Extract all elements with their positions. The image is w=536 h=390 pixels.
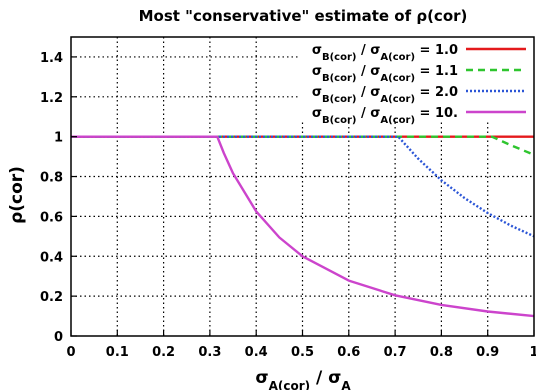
legend-label: σB(cor) / σA(cor) = 1.1	[312, 64, 458, 84]
x-tick-label: 1	[529, 345, 536, 360]
legend-label: σB(cor) / σA(cor) = 10.	[312, 106, 458, 126]
series-layer	[71, 135, 535, 318]
y-tick-label: 1.2	[40, 91, 63, 106]
y-tick-label: 0	[54, 330, 63, 345]
ticks: 0 0.1 0.2 0.3 0.4 0.5 0.6 0.7 0.8 0.9 1 0 0.2 0.4 0.6 0…	[40, 51, 536, 360]
x-tick-label: 0.7	[384, 345, 407, 360]
legend: σB(cor) / σA(cor) = 1.0σB(cor) / σA(cor)…	[312, 43, 526, 126]
series-line	[71, 135, 535, 156]
x-tick-label: 0.2	[152, 345, 175, 360]
chart-title: Most "conservative" estimate of ρ(cor)	[139, 7, 468, 25]
x-tick-label: 0	[66, 345, 75, 360]
y-axis-label: ρ(cor)	[7, 166, 27, 224]
series-line	[71, 135, 535, 318]
y-tick-label: 0.4	[40, 250, 63, 265]
y-tick-label: 1.4	[40, 51, 63, 66]
legend-label: σB(cor) / σA(cor) = 2.0	[312, 85, 458, 105]
x-axis-label: σA(cor) / σA	[255, 368, 351, 390]
x-tick-label: 0.9	[476, 345, 499, 360]
x-tick-label: 0.4	[245, 345, 268, 360]
x-tick-label: 0.5	[291, 345, 314, 360]
y-tick-label: 0.2	[40, 290, 63, 305]
y-tick-label: 1	[54, 131, 63, 146]
x-tick-label: 0.6	[337, 345, 360, 360]
series-line	[71, 135, 535, 238]
x-tick-label: 0.3	[198, 345, 221, 360]
y-tick-label: 0.8	[40, 171, 63, 186]
legend-label: σB(cor) / σA(cor) = 1.0	[312, 43, 458, 63]
x-tick-label: 0.1	[106, 345, 129, 360]
y-tick-label: 0.6	[40, 210, 63, 225]
x-tick-label: 0.8	[430, 345, 453, 360]
